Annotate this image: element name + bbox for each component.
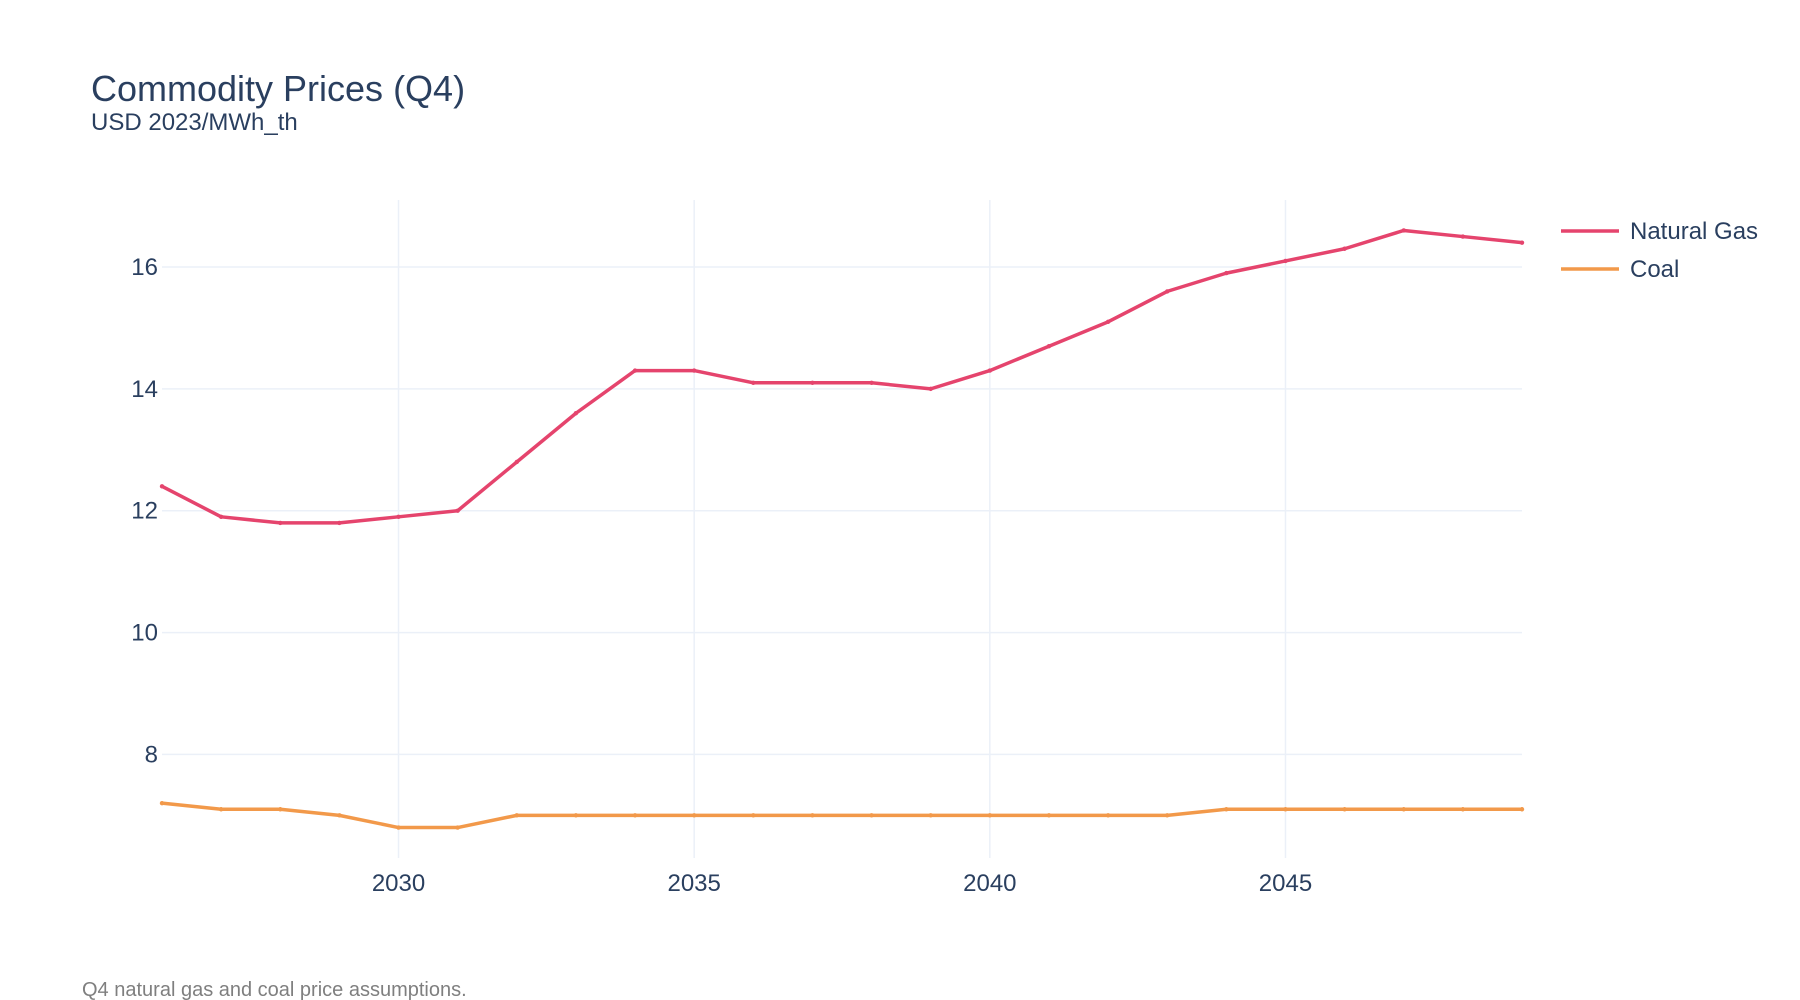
coal-point[interactable]: [514, 813, 519, 818]
natural-gas-point[interactable]: [691, 368, 697, 373]
coal-point[interactable]: [751, 813, 756, 818]
natural-gas-point[interactable]: [810, 380, 815, 385]
natural-gas-point[interactable]: [751, 380, 756, 385]
coal-point[interactable]: [869, 813, 874, 818]
coal-point[interactable]: [987, 813, 993, 818]
coal-point[interactable]: [632, 813, 638, 818]
x-tick-label: 2035: [667, 870, 720, 897]
natural-gas-point[interactable]: [514, 459, 519, 465]
legend-label: Natural Gas: [1630, 218, 1758, 245]
legend-item-coal[interactable]: Coal: [1561, 256, 1679, 283]
natural-gas-point[interactable]: [455, 508, 460, 513]
gridlines: [162, 200, 1522, 858]
coal-point[interactable]: [573, 813, 579, 818]
chart-caption: Q4 natural gas and coal price assumption…: [82, 979, 467, 1000]
coal-point[interactable]: [928, 813, 933, 818]
coal-point[interactable]: [1165, 813, 1170, 818]
natural-gas-point[interactable]: [573, 411, 579, 416]
y-axis-ticks: 8 10 12 14 16: [131, 254, 158, 768]
coal-point[interactable]: [810, 813, 815, 818]
natural-gas-point[interactable]: [1224, 270, 1229, 276]
coal-point[interactable]: [1105, 813, 1111, 818]
coal-point[interactable]: [278, 807, 283, 812]
x-tick-label: 2040: [963, 870, 1016, 897]
natural-gas-point[interactable]: [159, 484, 165, 489]
legend[interactable]: Natural Gas Coal: [1561, 218, 1758, 283]
coal-point[interactable]: [159, 800, 165, 806]
natural-gas-point[interactable]: [1401, 228, 1406, 233]
y-tick-label: 14: [131, 376, 158, 403]
natural-gas-line[interactable]: [160, 228, 1524, 525]
x-tick-label: 2030: [372, 870, 425, 897]
coal-point[interactable]: [1046, 813, 1052, 818]
natural-gas-point[interactable]: [1046, 344, 1052, 349]
y-tick-label: 16: [131, 254, 158, 281]
x-tick-label: 2045: [1259, 870, 1312, 897]
y-tick-label: 12: [131, 498, 158, 525]
natural-gas-point[interactable]: [278, 520, 283, 526]
coal-point[interactable]: [1401, 807, 1406, 812]
coal-point[interactable]: [396, 825, 401, 830]
plot-series: [159, 228, 1525, 830]
coal-point[interactable]: [1283, 807, 1288, 812]
coal-point[interactable]: [1519, 807, 1525, 812]
natural-gas-point[interactable]: [218, 514, 224, 520]
legend-label: Coal: [1630, 256, 1679, 283]
natural-gas-point[interactable]: [869, 380, 874, 385]
natural-gas-point[interactable]: [987, 368, 993, 373]
natural-gas-point[interactable]: [1519, 240, 1525, 245]
natural-gas-point[interactable]: [1105, 319, 1111, 325]
coal-point[interactable]: [218, 807, 224, 812]
coal-point[interactable]: [1460, 807, 1466, 812]
chart-subtitle: USD 2023/MWh_th: [91, 109, 298, 136]
y-tick-label: 10: [131, 620, 158, 647]
natural-gas-point[interactable]: [396, 514, 401, 520]
natural-gas-point[interactable]: [928, 386, 933, 392]
natural-gas-point[interactable]: [1283, 258, 1288, 264]
legend-item-natural-gas[interactable]: Natural Gas: [1561, 218, 1758, 245]
coal-point[interactable]: [691, 813, 697, 818]
natural-gas-point[interactable]: [337, 520, 342, 526]
coal-line[interactable]: [160, 801, 1524, 830]
coal-point[interactable]: [337, 813, 342, 818]
natural-gas-point[interactable]: [1165, 289, 1170, 294]
chart-title: Commodity Prices (Q4): [91, 68, 465, 109]
natural-gas-point[interactable]: [1460, 234, 1466, 239]
coal-point[interactable]: [1342, 807, 1347, 812]
coal-point[interactable]: [1224, 807, 1229, 812]
y-tick-label: 8: [145, 741, 158, 768]
x-axis-ticks: 2030 2035 2040 2045: [372, 870, 1312, 897]
coal-point[interactable]: [455, 825, 460, 830]
natural-gas-point[interactable]: [1342, 246, 1347, 251]
natural-gas-point[interactable]: [632, 368, 638, 373]
